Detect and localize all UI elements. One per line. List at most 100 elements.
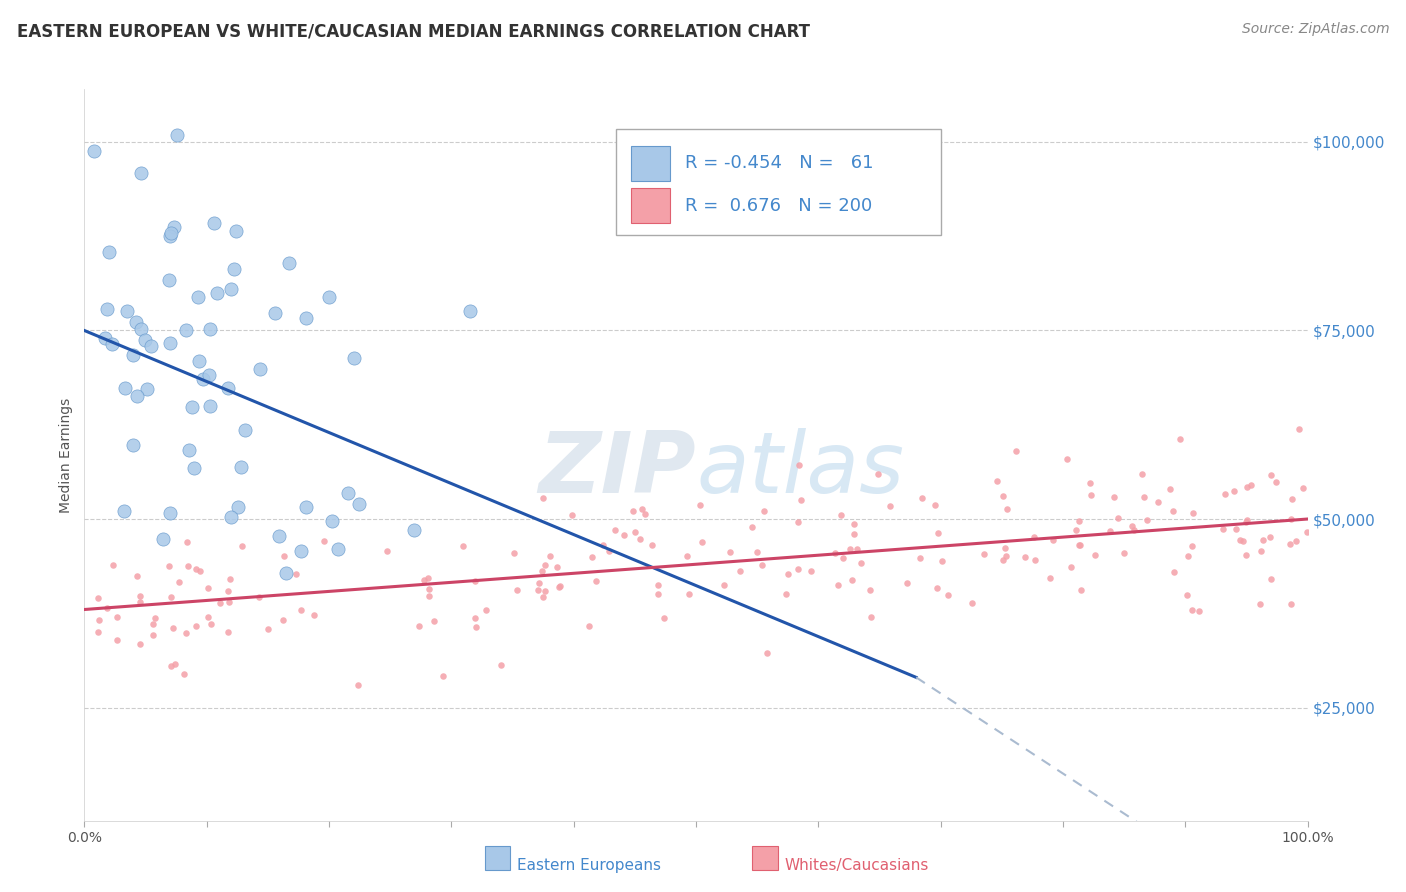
Point — [1181, 603, 1204, 617]
Point — [159, 336, 181, 351]
Point — [318, 290, 340, 304]
Point — [100, 336, 122, 351]
Point — [294, 311, 316, 326]
Point — [531, 590, 554, 604]
Point — [285, 566, 308, 581]
Point — [960, 596, 983, 610]
Point — [209, 596, 232, 610]
Point — [534, 558, 557, 572]
Point — [526, 582, 548, 597]
Point — [432, 668, 454, 682]
Point — [312, 534, 335, 549]
Point — [624, 524, 647, 539]
Point — [927, 525, 949, 540]
Point — [86, 625, 108, 640]
Point — [994, 549, 1017, 563]
Point — [1182, 506, 1205, 520]
Point — [851, 557, 873, 571]
Point — [1104, 490, 1126, 504]
Point — [787, 562, 810, 576]
Point — [176, 535, 198, 549]
Point — [991, 489, 1014, 503]
Point — [336, 485, 359, 500]
Point — [652, 611, 675, 625]
Point — [1279, 597, 1302, 611]
Point — [578, 619, 600, 633]
Text: R = -0.454   N =   61: R = -0.454 N = 61 — [685, 154, 873, 172]
Point — [418, 582, 440, 596]
Point — [177, 559, 200, 574]
Point — [1070, 583, 1092, 598]
Point — [217, 624, 239, 639]
Point — [183, 460, 205, 475]
Point — [1240, 478, 1263, 492]
Point — [304, 607, 326, 622]
Point — [188, 564, 211, 578]
Point — [868, 467, 890, 481]
Point — [121, 348, 143, 362]
Point — [159, 226, 181, 240]
Point — [529, 576, 551, 591]
Point — [278, 256, 301, 270]
Point — [464, 574, 486, 588]
Point — [160, 658, 183, 673]
Point — [1281, 491, 1303, 506]
Point — [689, 499, 711, 513]
Point — [163, 657, 186, 671]
Point — [197, 610, 219, 624]
Point — [634, 507, 657, 521]
Point — [326, 542, 349, 557]
Point — [105, 633, 128, 648]
Point — [775, 587, 797, 601]
Point — [613, 528, 636, 542]
Point — [159, 507, 181, 521]
Point — [931, 554, 953, 568]
Point — [229, 460, 252, 475]
Point — [502, 546, 524, 560]
Point — [1080, 488, 1102, 502]
Point — [973, 547, 995, 561]
Point — [217, 584, 239, 599]
Point — [546, 560, 568, 574]
Point — [832, 550, 855, 565]
Point — [176, 323, 198, 337]
Point — [550, 579, 572, 593]
Point — [844, 516, 866, 531]
Point — [1060, 560, 1083, 574]
Point — [218, 594, 240, 608]
Point — [1296, 525, 1319, 540]
Point — [647, 578, 669, 592]
Text: atlas: atlas — [696, 428, 904, 511]
Point — [412, 573, 434, 587]
Point — [112, 504, 135, 518]
Point — [475, 603, 498, 617]
Point — [1292, 481, 1315, 495]
Point — [343, 351, 366, 365]
Point — [676, 549, 699, 563]
Point — [87, 591, 110, 606]
Point — [846, 542, 869, 557]
Point — [1285, 533, 1308, 548]
Point — [273, 549, 295, 563]
Point — [751, 558, 773, 572]
Point — [101, 558, 124, 572]
Point — [1039, 571, 1062, 585]
Point — [1229, 533, 1251, 548]
Point — [1177, 549, 1199, 563]
Point — [226, 500, 249, 514]
Point — [1123, 523, 1146, 537]
Point — [621, 504, 644, 518]
Point — [1258, 530, 1281, 544]
Point — [187, 354, 209, 368]
Point — [1175, 588, 1198, 602]
Point — [1024, 553, 1046, 567]
Point — [173, 667, 195, 681]
Point — [860, 609, 883, 624]
Point — [141, 339, 163, 353]
Point — [157, 273, 180, 287]
Point — [800, 564, 823, 578]
Point — [129, 166, 152, 180]
Point — [908, 551, 931, 566]
Point — [347, 678, 370, 692]
Point — [1250, 544, 1272, 558]
